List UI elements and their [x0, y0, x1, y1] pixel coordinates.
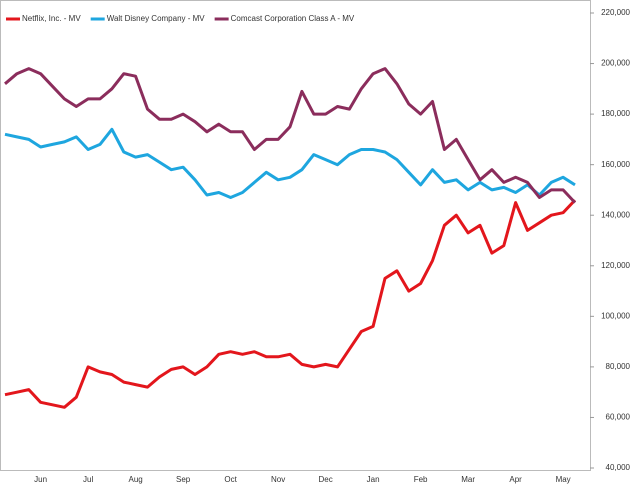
- x-tick-label: Dec: [319, 475, 333, 484]
- x-tick-label: Aug: [129, 475, 143, 484]
- x-tick-label: Feb: [414, 475, 428, 484]
- x-tick-label: Nov: [271, 475, 285, 484]
- x-tick-label: Mar: [461, 475, 475, 484]
- x-tick-label: May: [556, 475, 571, 484]
- series-line: [4, 127, 576, 199]
- x-tick-label: Sep: [176, 475, 191, 484]
- y-tick-label: 140,000: [601, 210, 630, 219]
- y-tick-label: 120,000: [601, 261, 630, 270]
- y-tick-label: 40,000: [606, 463, 631, 472]
- x-tick-label: Jun: [34, 475, 47, 484]
- legend-label: Walt Disney Company - MV: [107, 14, 206, 23]
- y-tick-label: 160,000: [601, 160, 630, 169]
- y-tick-label: 200,000: [601, 59, 630, 68]
- x-tick-label: Jan: [367, 475, 380, 484]
- y-tick-label: 180,000: [601, 109, 630, 118]
- x-tick-label: Jul: [83, 475, 93, 484]
- y-tick-label: 100,000: [601, 311, 630, 320]
- series-line: [4, 199, 577, 409]
- series-line: [4, 67, 577, 204]
- x-tick-label: Apr: [509, 475, 522, 484]
- legend-label: Comcast Corporation Class A - MV: [231, 14, 355, 23]
- x-tick-label: Oct: [224, 475, 237, 484]
- y-tick-label: 60,000: [606, 413, 631, 422]
- y-tick-label: 220,000: [601, 8, 630, 17]
- y-tick-label: 80,000: [606, 362, 631, 371]
- legend-label: Netflix, Inc. - MV: [22, 14, 81, 23]
- plot-frame: [0, 0, 591, 471]
